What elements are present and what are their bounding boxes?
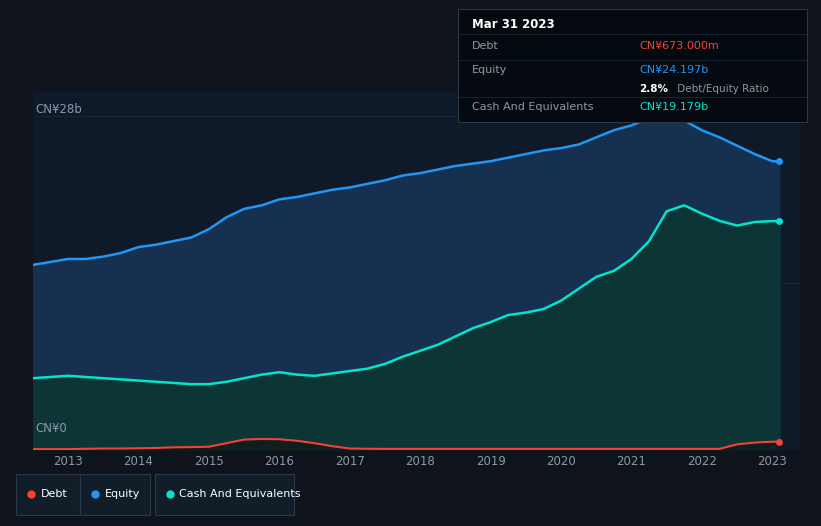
Text: 2.8%: 2.8% bbox=[640, 84, 668, 94]
Text: CN¥28b: CN¥28b bbox=[35, 103, 82, 116]
Text: Debt: Debt bbox=[472, 41, 499, 50]
Text: Debt/Equity Ratio: Debt/Equity Ratio bbox=[675, 84, 769, 94]
FancyBboxPatch shape bbox=[16, 474, 80, 515]
FancyBboxPatch shape bbox=[80, 474, 150, 515]
Text: Debt: Debt bbox=[40, 489, 67, 500]
Text: CN¥24.197b: CN¥24.197b bbox=[640, 65, 709, 76]
Text: Mar 31 2023: Mar 31 2023 bbox=[472, 18, 555, 31]
Text: CN¥673.000m: CN¥673.000m bbox=[640, 41, 719, 50]
FancyBboxPatch shape bbox=[155, 474, 294, 515]
Text: Cash And Equivalents: Cash And Equivalents bbox=[472, 102, 594, 112]
Text: Cash And Equivalents: Cash And Equivalents bbox=[179, 489, 300, 500]
Text: Equity: Equity bbox=[104, 489, 140, 500]
Text: CN¥0: CN¥0 bbox=[35, 422, 67, 436]
Text: CN¥19.179b: CN¥19.179b bbox=[640, 102, 709, 112]
Text: Equity: Equity bbox=[472, 65, 507, 76]
